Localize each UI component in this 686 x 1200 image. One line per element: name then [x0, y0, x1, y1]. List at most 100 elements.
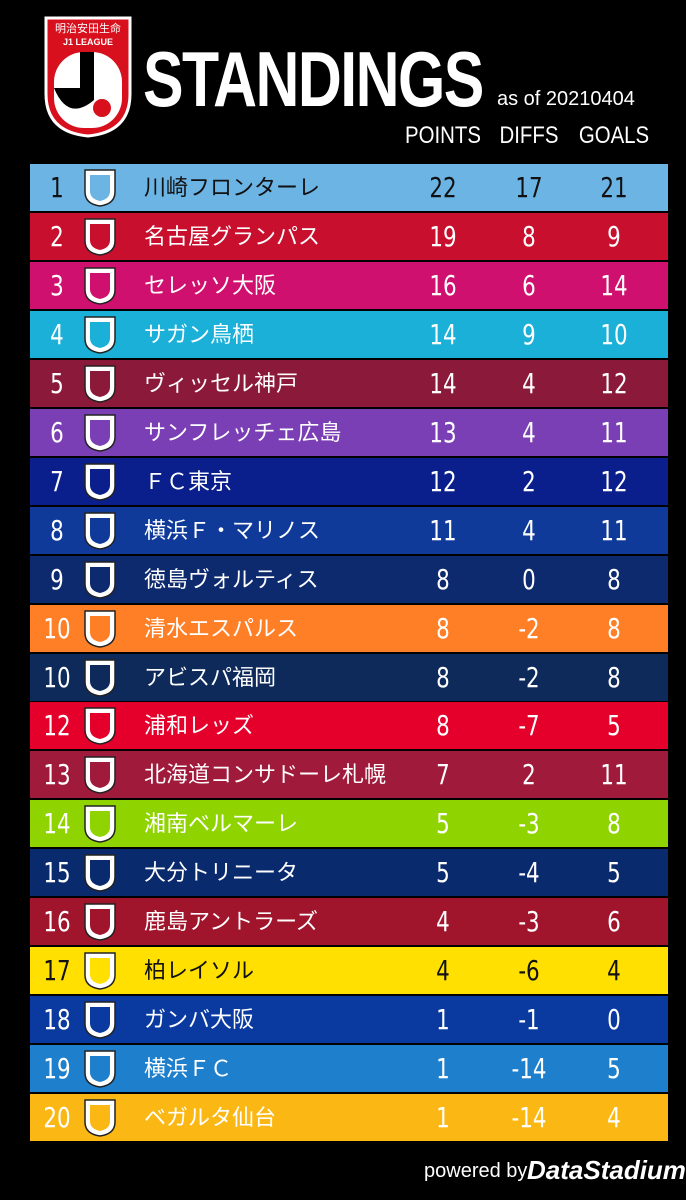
team-crest: [82, 1000, 118, 1039]
rank-cell: 1: [50, 171, 64, 204]
team-crest: [82, 902, 118, 942]
points-cell: 4: [436, 905, 450, 939]
rank-cell: 4: [50, 317, 64, 351]
logo-ball: [93, 99, 111, 117]
team-name: 北海道コンサドーレ札幌: [144, 762, 387, 788]
date: as of 20210404: [497, 88, 635, 110]
table-row: 10 8 -2 8 清水エスパルス: [30, 604, 668, 652]
table-row: 6 13 4 11 サンフレッチェ広島: [30, 408, 668, 456]
team-crest: [82, 755, 118, 795]
table-row: 9 8 0 8 徳島ヴォルティス: [30, 555, 668, 603]
points-cell: 19: [429, 219, 457, 253]
rank-cell: 8: [50, 513, 64, 547]
diffs-cell: 2: [522, 464, 536, 498]
diffs-cell: -14: [511, 1052, 547, 1086]
diffs-cell: 4: [522, 513, 536, 547]
team-name: 川崎フロンターレ: [144, 175, 321, 200]
goals-cell: 21: [600, 171, 628, 204]
goals-cell: 11: [600, 758, 628, 792]
goals-cell: 4: [607, 1101, 621, 1135]
rank-cell: 17: [43, 954, 71, 988]
diffs-cell: -6: [518, 954, 540, 988]
goals-cell: 4: [607, 954, 621, 988]
diffs-cell: 2: [522, 758, 536, 792]
team-crest: [82, 609, 118, 648]
column-header: POINTS: [405, 122, 481, 149]
diffs-cell: -2: [518, 611, 540, 645]
rank-cell: 6: [50, 415, 64, 449]
goals-cell: 11: [600, 415, 628, 449]
goals-cell: 5: [607, 709, 621, 743]
rank-cell: 5: [50, 366, 64, 400]
team-name: ヴィッセル神戸: [144, 370, 299, 396]
goals-cell: 12: [600, 366, 628, 400]
team-name: アビスパ福岡: [144, 664, 277, 690]
team-crest: [82, 462, 118, 501]
table-row: 7 12 2 12 ＦＣ東京: [30, 457, 668, 505]
rank-cell: 16: [43, 905, 71, 939]
goals-cell: 8: [607, 611, 621, 645]
team-crest: [82, 853, 118, 893]
rank-cell: 3: [50, 268, 64, 302]
diffs-cell: -2: [518, 660, 540, 694]
table-row: 18 1 -1 0 ガンバ大阪: [30, 996, 668, 1044]
team-name: 名古屋グランパス: [144, 223, 321, 249]
logo-j-hook: [54, 88, 94, 109]
goals-cell: 8: [607, 562, 621, 596]
team-crest: [82, 511, 118, 550]
diffs-cell: 9: [522, 317, 536, 351]
team-crest: [82, 560, 118, 599]
table-row: 3 16 6 14 セレッソ大阪: [30, 261, 668, 309]
diffs-cell: -1: [518, 1003, 540, 1037]
points-cell: 8: [436, 611, 450, 645]
diffs-cell: 4: [522, 415, 536, 449]
goals-cell: 11: [600, 513, 628, 547]
diffs-cell: -4: [518, 856, 540, 890]
table-row: 15 5 -4 5 大分トリニータ: [30, 849, 668, 897]
rank-cell: 14: [43, 807, 71, 841]
rank-cell: 10: [43, 660, 71, 694]
team-name: サンフレッチェ広島: [144, 419, 342, 445]
points-cell: 16: [429, 268, 457, 302]
points-cell: 1: [436, 1003, 450, 1037]
table-row: 4 14 9 10 サガン鳥栖: [30, 310, 668, 358]
team-crest: [82, 706, 118, 746]
logo-league: J1 LEAGUE: [63, 37, 113, 47]
team-crest: [82, 804, 118, 844]
table-row: 20 1 -14 4 ベガルタ仙台: [30, 1094, 668, 1142]
table-row: 19 1 -14 5 横浜ＦＣ: [30, 1045, 668, 1093]
table-row: 5 14 4 12 ヴィッセル神戸: [30, 359, 668, 407]
points-cell: 13: [429, 415, 457, 449]
points-cell: 14: [429, 317, 457, 351]
goals-cell: 12: [600, 464, 628, 498]
points-cell: 11: [429, 513, 457, 547]
team-name: ガンバ大阪: [144, 1007, 255, 1033]
team-name: 横浜Ｆ・マリノス: [144, 517, 321, 543]
goals-cell: 0: [607, 1003, 621, 1037]
diffs-cell: 17: [515, 171, 543, 204]
brand: DataStadium: [527, 1155, 686, 1185]
team-crest: [82, 1098, 118, 1137]
team-name: 大分トリニータ: [144, 860, 299, 886]
team-name: ＦＣ東京: [144, 468, 233, 494]
diffs-cell: 4: [522, 366, 536, 400]
table-row: 14 5 -3 8 湘南ベルマーレ: [30, 800, 668, 848]
points-cell: 5: [436, 856, 450, 890]
points-cell: 8: [436, 709, 450, 743]
column-header: DIFFS: [499, 122, 559, 149]
rank-cell: 19: [43, 1052, 71, 1086]
diffs-cell: 6: [522, 268, 536, 302]
title: STANDINGS: [143, 35, 484, 123]
diffs-cell: -3: [518, 807, 540, 841]
table-row: 8 11 4 11 横浜Ｆ・マリノス: [30, 506, 668, 554]
logo-sponsor: 明治安田生命: [55, 21, 121, 35]
team-name: 鹿島アントラーズ: [144, 909, 319, 935]
table-row: 16 4 -3 6 鹿島アントラーズ: [30, 898, 668, 946]
team-name: セレッソ大阪: [144, 272, 277, 298]
column-header: GOALS: [578, 122, 650, 149]
team-crest: [82, 168, 118, 207]
diffs-cell: -14: [511, 1101, 547, 1135]
team-crest: [82, 315, 118, 354]
rank-cell: 20: [43, 1101, 71, 1135]
